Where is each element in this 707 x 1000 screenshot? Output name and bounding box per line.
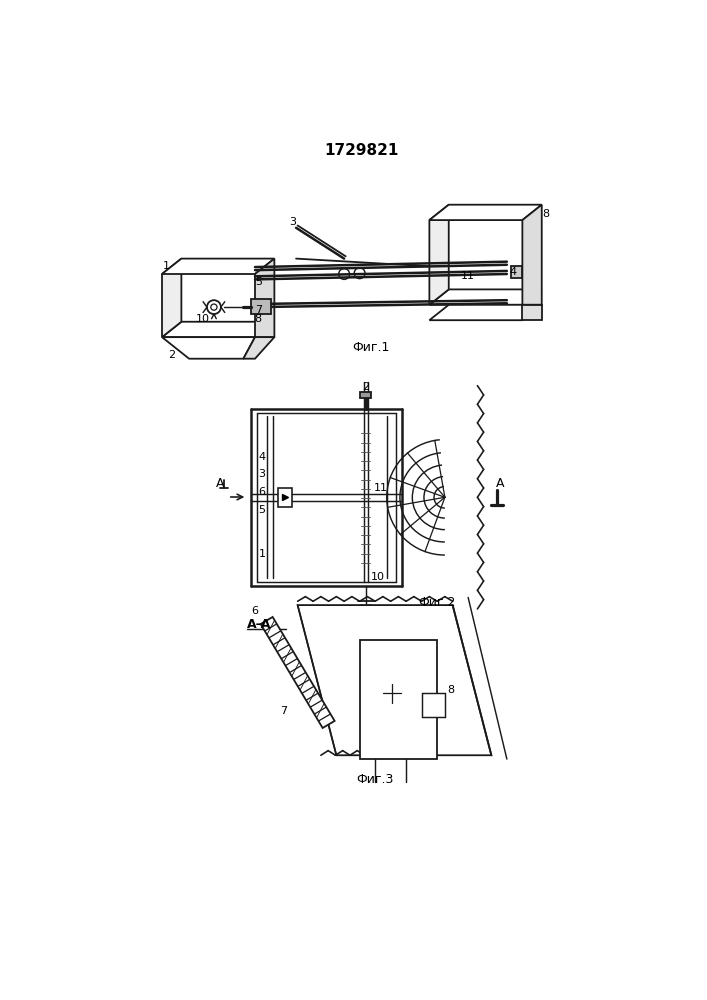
Text: 10: 10 bbox=[370, 572, 385, 582]
Polygon shape bbox=[510, 266, 522, 278]
Text: 6: 6 bbox=[259, 487, 265, 497]
Text: A: A bbox=[216, 477, 224, 490]
Polygon shape bbox=[298, 605, 491, 755]
Text: 8: 8 bbox=[448, 685, 455, 695]
Text: 1: 1 bbox=[163, 261, 170, 271]
Text: 11: 11 bbox=[461, 271, 475, 281]
Polygon shape bbox=[429, 305, 542, 320]
Text: 1729821: 1729821 bbox=[325, 143, 399, 158]
Polygon shape bbox=[360, 640, 437, 759]
Polygon shape bbox=[522, 305, 542, 320]
Text: 11: 11 bbox=[373, 483, 387, 493]
Text: 7: 7 bbox=[255, 305, 262, 315]
Polygon shape bbox=[361, 392, 371, 398]
Text: 10: 10 bbox=[196, 314, 210, 324]
Polygon shape bbox=[243, 337, 274, 359]
Text: 8: 8 bbox=[542, 209, 549, 219]
Text: 3: 3 bbox=[288, 217, 296, 227]
Polygon shape bbox=[279, 488, 292, 507]
Text: A: A bbox=[496, 477, 504, 490]
Text: 2: 2 bbox=[168, 350, 175, 360]
Text: A-A: A-A bbox=[247, 618, 271, 631]
Text: 4: 4 bbox=[510, 267, 517, 277]
Polygon shape bbox=[522, 205, 542, 305]
Text: 3: 3 bbox=[259, 469, 265, 479]
Polygon shape bbox=[429, 289, 542, 305]
Text: Фиг.2: Фиг.2 bbox=[419, 596, 456, 609]
Polygon shape bbox=[162, 259, 274, 274]
Polygon shape bbox=[429, 205, 542, 220]
Text: 5: 5 bbox=[259, 505, 265, 515]
Text: 4: 4 bbox=[259, 452, 266, 462]
Text: 8: 8 bbox=[254, 314, 261, 324]
Polygon shape bbox=[251, 299, 271, 314]
Polygon shape bbox=[162, 322, 274, 337]
Text: Фиг.3: Фиг.3 bbox=[356, 773, 394, 786]
Polygon shape bbox=[429, 205, 449, 305]
Text: 2: 2 bbox=[362, 382, 369, 392]
Text: 1: 1 bbox=[259, 549, 265, 559]
Text: 5: 5 bbox=[255, 277, 262, 287]
Text: 7: 7 bbox=[280, 706, 287, 716]
Polygon shape bbox=[162, 259, 182, 337]
Polygon shape bbox=[261, 617, 334, 728]
Polygon shape bbox=[162, 337, 255, 359]
Polygon shape bbox=[255, 259, 274, 337]
Text: 6: 6 bbox=[252, 606, 259, 616]
Text: Фиг.1: Фиг.1 bbox=[353, 341, 390, 354]
Polygon shape bbox=[421, 693, 445, 717]
